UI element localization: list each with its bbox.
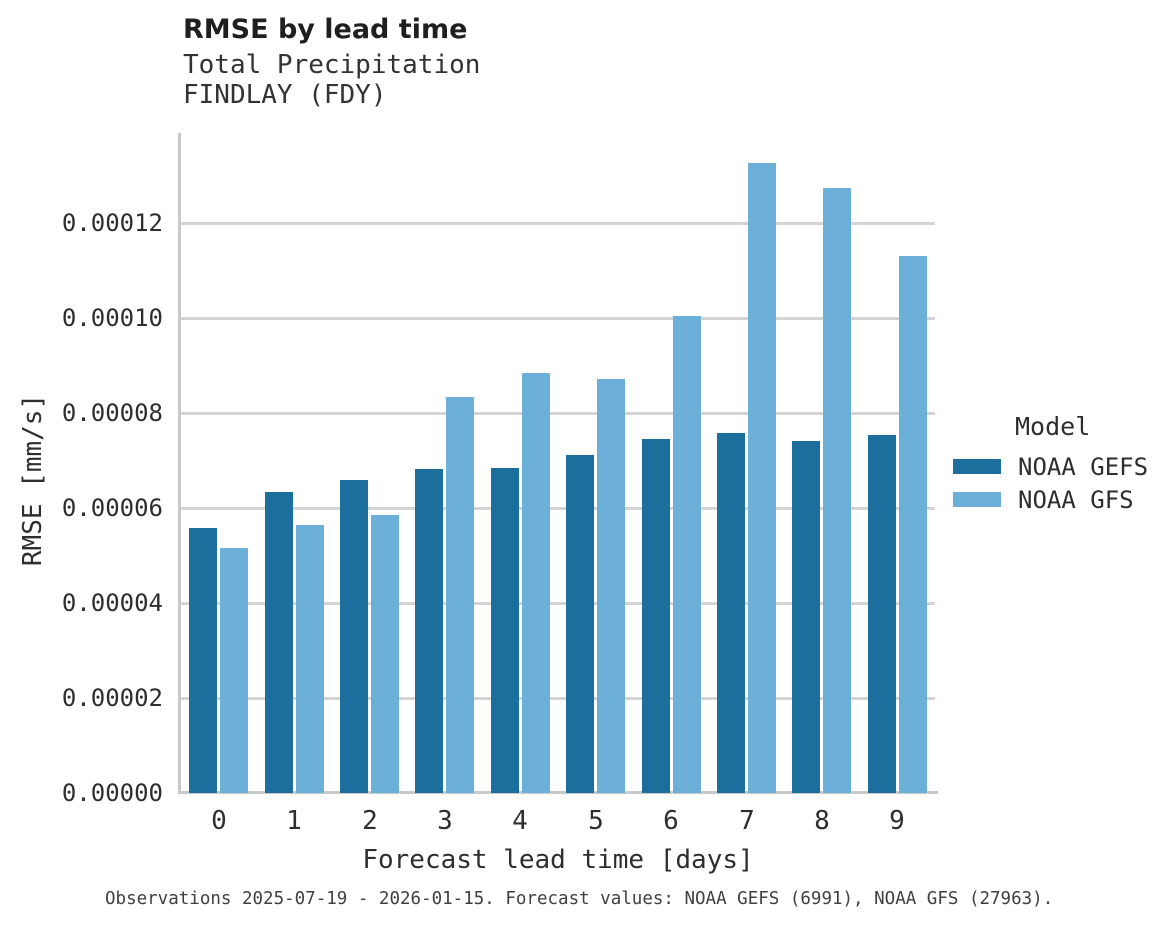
footnote-caption: Observations 2025-07-19 - 2026-01-15. Fo… bbox=[105, 889, 1054, 909]
y-tick-label: 0.00006 bbox=[61, 494, 163, 522]
bar-noaa-gefs-lead-4 bbox=[491, 468, 519, 793]
chart-title: RMSE by lead time bbox=[183, 14, 468, 45]
bar-noaa-gfs-lead-5 bbox=[597, 379, 625, 793]
y-tick-label: 0.00012 bbox=[61, 209, 163, 237]
x-tick-label: 7 bbox=[739, 806, 755, 836]
y-tick-label: 0.00004 bbox=[61, 589, 163, 617]
legend-row-noaa-gefs: NOAA GEFS bbox=[953, 450, 1175, 483]
bar-noaa-gfs-lead-3 bbox=[446, 397, 474, 793]
y-tick-label: 0.00002 bbox=[61, 684, 163, 712]
gridline bbox=[181, 222, 935, 225]
legend-swatch-noaa-gefs bbox=[953, 459, 1001, 474]
x-tick-label: 9 bbox=[889, 806, 905, 836]
bar-noaa-gfs-lead-8 bbox=[823, 188, 851, 793]
bar-noaa-gefs-lead-7 bbox=[717, 433, 745, 793]
legend-row-noaa-gfs: NOAA GFS bbox=[953, 483, 1175, 516]
gridline bbox=[181, 507, 935, 510]
bar-noaa-gfs-lead-4 bbox=[522, 373, 550, 793]
bar-noaa-gefs-lead-5 bbox=[566, 455, 594, 793]
x-tick-label: 1 bbox=[286, 806, 302, 836]
gridline bbox=[181, 697, 935, 700]
y-tick-label: 0.00008 bbox=[61, 399, 163, 427]
legend-swatch-noaa-gfs bbox=[953, 492, 1001, 507]
x-tick-label: 4 bbox=[512, 806, 528, 836]
gridline bbox=[181, 602, 935, 605]
bar-noaa-gefs-lead-1 bbox=[265, 492, 293, 793]
bar-noaa-gfs-lead-7 bbox=[748, 163, 776, 793]
x-axis-label: Forecast lead time [days] bbox=[362, 845, 754, 875]
bar-noaa-gfs-lead-1 bbox=[296, 525, 324, 793]
bar-noaa-gefs-lead-0 bbox=[189, 528, 217, 793]
bar-noaa-gefs-lead-6 bbox=[642, 439, 670, 793]
chart-subtitle-station: FINDLAY (FDY) bbox=[183, 80, 387, 110]
x-tick-label: 5 bbox=[588, 806, 604, 836]
legend-items: NOAA GEFS NOAA GFS bbox=[953, 450, 1175, 516]
y-tick-label: 0.00000 bbox=[61, 779, 163, 807]
legend-label-noaa-gfs: NOAA GFS bbox=[1018, 485, 1134, 514]
x-tick-label: 3 bbox=[437, 806, 453, 836]
x-tick-label: 2 bbox=[362, 806, 378, 836]
gridline bbox=[181, 412, 935, 415]
chart-subtitle-variable: Total Precipitation bbox=[183, 50, 481, 80]
bar-noaa-gfs-lead-0 bbox=[220, 548, 248, 793]
x-tick-label: 0 bbox=[211, 806, 227, 836]
x-axis-spine bbox=[178, 791, 938, 794]
legend-label-noaa-gefs: NOAA GEFS bbox=[1018, 452, 1149, 481]
x-tick-label: 6 bbox=[663, 806, 679, 836]
x-tick-label: 8 bbox=[814, 806, 830, 836]
gridline bbox=[181, 317, 935, 320]
legend-title: Model bbox=[1015, 412, 1091, 441]
bar-noaa-gefs-lead-9 bbox=[868, 435, 896, 793]
plot-area: 0 1 2 3 4 5 6 7 8 9 bbox=[181, 133, 935, 836]
bar-noaa-gfs-lead-9 bbox=[899, 256, 927, 793]
bar-noaa-gefs-lead-2 bbox=[340, 480, 368, 793]
bar-noaa-gefs-lead-8 bbox=[792, 441, 820, 793]
bar-noaa-gefs-lead-3 bbox=[415, 469, 443, 793]
bar-noaa-gfs-lead-6 bbox=[673, 316, 701, 793]
bar-noaa-gfs-lead-2 bbox=[371, 515, 399, 793]
y-axis-spine bbox=[178, 133, 181, 794]
y-tick-label: 0.00010 bbox=[61, 304, 163, 332]
legend: Model NOAA GEFS NOAA GFS bbox=[953, 412, 1175, 516]
